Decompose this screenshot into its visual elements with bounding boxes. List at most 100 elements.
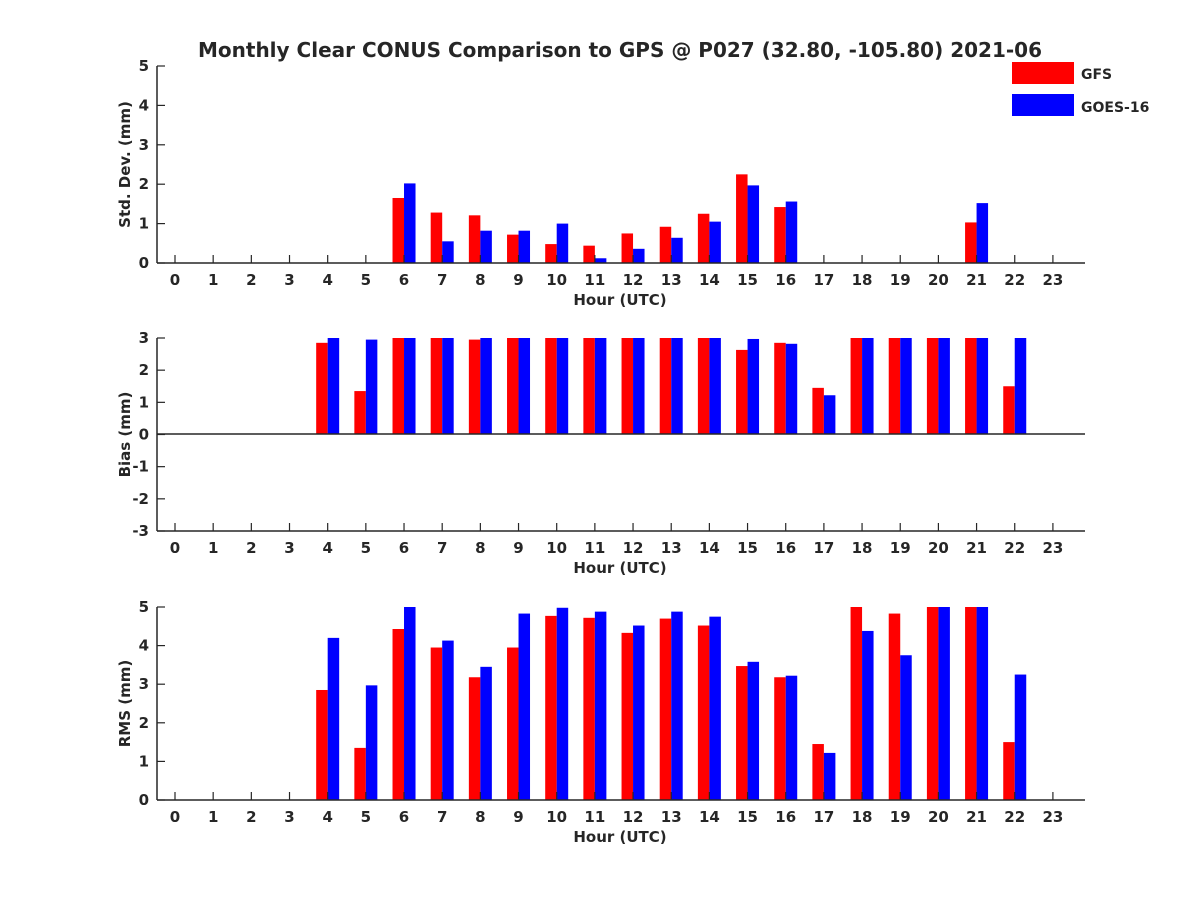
- y-axis-label: Bias (mm): [116, 392, 134, 478]
- x-tick-label: 7: [437, 808, 447, 826]
- bar-goes16-hour-9: [518, 338, 531, 435]
- bar-gfs-hour-4: [316, 689, 328, 800]
- x-tick-label: 13: [661, 808, 682, 826]
- y-tick-label: 1: [139, 215, 149, 233]
- bar-goes16-hour-10: [556, 223, 569, 263]
- x-axis-label: Hour (UTC): [573, 559, 666, 577]
- bar-gfs-hour-8: [468, 339, 481, 435]
- x-tick-label: 22: [1004, 808, 1025, 826]
- bar-gfs-hour-11: [583, 338, 595, 435]
- x-tick-label: 14: [699, 539, 720, 557]
- x-tick-label: 20: [928, 271, 949, 289]
- bar-goes16-hour-5: [365, 339, 378, 435]
- bar-gfs-hour-16: [774, 677, 786, 800]
- bar-goes16-hour-21: [976, 607, 989, 800]
- x-tick-label: 22: [1004, 271, 1025, 289]
- x-tick-label: 17: [813, 539, 834, 557]
- bar-gfs-hour-13: [659, 338, 672, 435]
- bar-gfs-hour-13: [659, 618, 672, 800]
- bar-goes16-hour-9: [518, 230, 531, 263]
- x-tick-label: 21: [966, 271, 987, 289]
- x-tick-label: 19: [890, 808, 911, 826]
- bar-goes16-hour-20: [938, 607, 950, 800]
- x-tick-label: 0: [170, 808, 180, 826]
- bar-goes16-hour-7: [442, 241, 454, 263]
- bar-gfs-hour-8: [468, 677, 481, 800]
- x-tick-label: 0: [170, 539, 180, 557]
- bar-gfs-hour-19: [888, 338, 901, 435]
- x-tick-label: 7: [437, 271, 447, 289]
- bar-gfs-hour-16: [774, 342, 786, 435]
- x-tick-label: 16: [775, 808, 796, 826]
- bar-gfs-hour-12: [621, 338, 634, 435]
- x-tick-label: 5: [361, 539, 371, 557]
- x-tick-label: 15: [737, 271, 758, 289]
- bar-goes16-hour-17: [823, 752, 836, 800]
- x-tick-label: 19: [890, 271, 911, 289]
- x-tick-label: 1: [208, 539, 218, 557]
- bar-goes16-hour-16: [785, 675, 798, 800]
- bar-gfs-hour-6: [392, 629, 405, 800]
- y-tick-label: 5: [139, 598, 149, 616]
- bar-goes16-hour-14: [709, 221, 721, 263]
- bar-gfs-hour-11: [583, 245, 595, 263]
- x-tick-label: 21: [966, 808, 987, 826]
- bar-gfs-hour-19: [888, 613, 901, 800]
- y-tick-label: 1: [139, 752, 149, 770]
- bar-gfs-hour-20: [926, 607, 939, 800]
- y-tick-label: 3: [139, 329, 149, 347]
- bar-gfs-hour-10: [545, 244, 557, 263]
- legend-swatch-goes16: [1012, 94, 1074, 116]
- bar-gfs-hour-20: [926, 338, 939, 435]
- bar-gfs-hour-18: [850, 338, 863, 435]
- bar-gfs-hour-6: [392, 197, 405, 263]
- x-tick-label: 23: [1042, 539, 1063, 557]
- bar-goes16-hour-12: [633, 248, 645, 263]
- bar-goes16-hour-12: [633, 338, 645, 435]
- x-tick-label: 18: [852, 539, 873, 557]
- bar-gfs-hour-12: [621, 233, 634, 263]
- bar-goes16-hour-5: [365, 685, 378, 800]
- bar-gfs-hour-21: [965, 607, 977, 800]
- x-tick-label: 4: [322, 808, 332, 826]
- x-tick-label: 0: [170, 271, 180, 289]
- bar-goes16-hour-7: [442, 338, 454, 435]
- bar-goes16-hour-22: [1014, 674, 1027, 800]
- x-tick-label: 12: [623, 271, 644, 289]
- legend-swatch-gfs: [1012, 62, 1074, 84]
- y-axis-label: RMS (mm): [116, 660, 134, 747]
- bar-gfs-hour-15: [736, 666, 748, 800]
- x-tick-label: 20: [928, 808, 949, 826]
- legend: GFS GOES-16: [1012, 62, 1149, 116]
- bar-gfs-hour-22: [1003, 386, 1015, 435]
- bar-goes16-hour-13: [671, 237, 683, 263]
- x-tick-label: 4: [322, 271, 332, 289]
- bar-gfs-hour-7: [430, 338, 443, 435]
- bar-goes16-hour-9: [518, 613, 531, 800]
- x-tick-label: 10: [546, 271, 567, 289]
- bar-goes16-hour-17: [823, 395, 836, 435]
- std-dev-panel: 0 1 2 3 4 5 6 7 8 9 10 11 12 13 14 15 16 17 18 19 20 21 22 2301…: [116, 57, 1085, 309]
- rms-panel: 0 1 2 3 4 5 6 7 8 9 10 11 12 13 14 15 16 17 18 19 20 21 22 2301…: [116, 598, 1085, 846]
- x-tick-label: 12: [623, 539, 644, 557]
- bar-goes16-hour-14: [709, 338, 721, 435]
- chart-title: Monthly Clear CONUS Comparison to GPS @ …: [198, 38, 1042, 62]
- bar-gfs-hour-10: [545, 338, 557, 435]
- bar-goes16-hour-11: [594, 338, 607, 435]
- x-tick-label: 15: [737, 539, 758, 557]
- bar-goes16-hour-6: [404, 607, 416, 800]
- bar-goes16-hour-22: [1014, 338, 1027, 435]
- bar-goes16-hour-6: [404, 338, 416, 435]
- x-tick-label: 6: [399, 808, 409, 826]
- bar-goes16-hour-20: [938, 338, 950, 435]
- x-tick-label: 1: [208, 808, 218, 826]
- bar-gfs-hour-15: [736, 174, 748, 263]
- x-tick-label: 8: [475, 808, 485, 826]
- y-tick-label: 5: [139, 57, 149, 75]
- x-tick-label: 5: [361, 808, 371, 826]
- bar-gfs-hour-4: [316, 342, 328, 435]
- x-tick-label: 8: [475, 271, 485, 289]
- x-tick-label: 7: [437, 539, 447, 557]
- y-tick-label: 0: [139, 426, 149, 444]
